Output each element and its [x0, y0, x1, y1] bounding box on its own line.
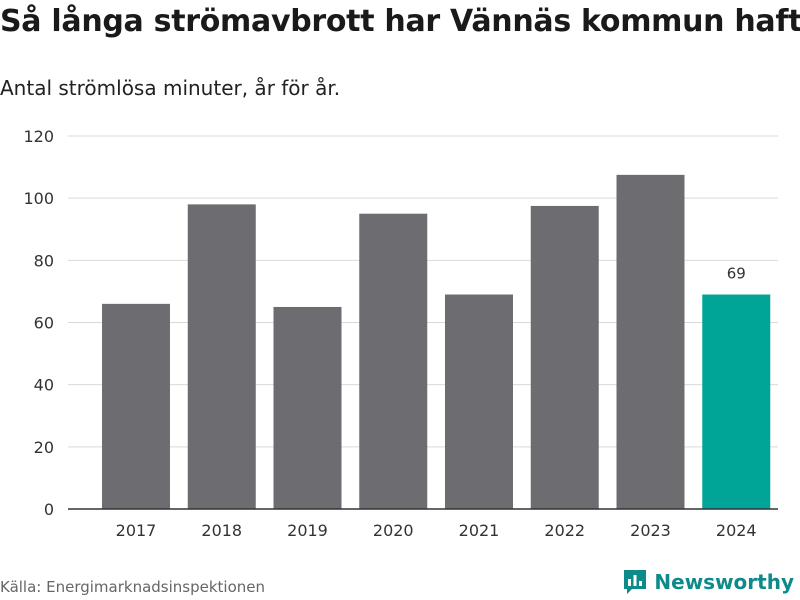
x-tick-label: 2021 — [459, 521, 500, 540]
source-note: Källa: Energimarknadsinspektionen — [0, 578, 266, 596]
bar-2019 — [273, 306, 342, 509]
bar-2020 — [359, 213, 428, 510]
y-tick-label: 80 — [34, 251, 54, 270]
x-tick-label: 2018 — [201, 521, 242, 540]
bar-2023 — [616, 174, 685, 509]
newsworthy-logo-icon — [624, 570, 647, 594]
chart-subtitle: Antal strömlösa minuter, år för år. — [0, 76, 341, 100]
bar-2018 — [187, 204, 256, 509]
x-tick-label: 2020 — [373, 521, 414, 540]
y-tick-label: 40 — [34, 376, 54, 395]
y-tick-label: 60 — [34, 314, 54, 333]
x-tick-label: 2022 — [544, 521, 585, 540]
x-tick-label: 2019 — [287, 521, 328, 540]
y-tick-label: 20 — [34, 438, 54, 457]
x-tick-label: 2024 — [716, 521, 757, 540]
bar-2021 — [445, 294, 513, 509]
data-label: 69 — [727, 265, 746, 283]
brand-logo: Newsworthy — [622, 568, 794, 596]
bar-2024 — [702, 294, 771, 509]
bar-2017 — [102, 303, 170, 509]
chart-title: Så långa strömavbrott har Vännäs kommun … — [0, 4, 800, 39]
y-tick-label: 100 — [23, 189, 54, 208]
y-tick-label: 0 — [44, 500, 54, 519]
x-tick-label: 2017 — [116, 521, 157, 540]
bar-2022 — [530, 205, 599, 509]
bar-chart: 0 20 40 60 80 100 120 2017 2018 2019 2020 2021 2022 2… — [23, 127, 778, 540]
y-tick-label: 120 — [23, 127, 54, 146]
x-tick-label: 2023 — [630, 521, 671, 540]
brand-name: Newsworthy — [654, 570, 794, 594]
